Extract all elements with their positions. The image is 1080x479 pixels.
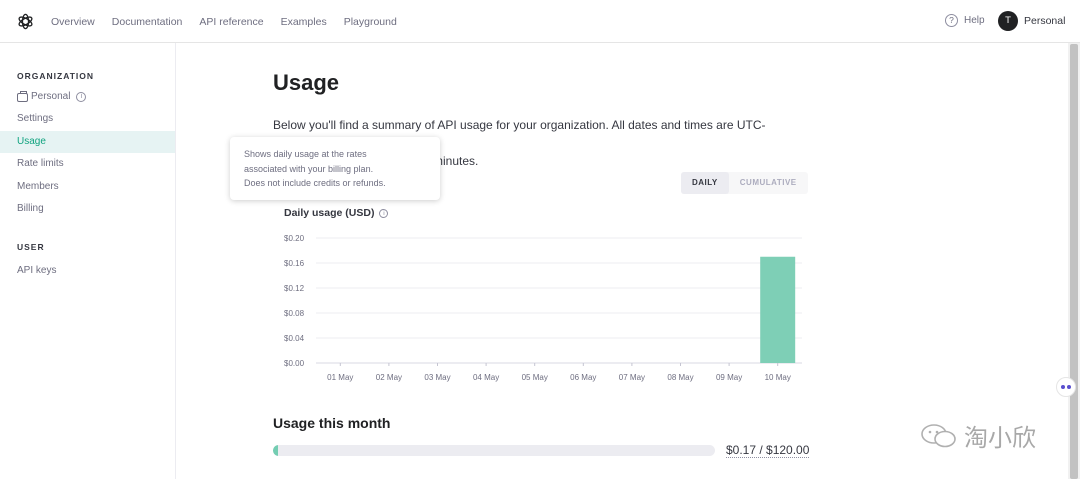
description-line-2: minutes. bbox=[433, 154, 479, 168]
x-tick-label: 04 May bbox=[473, 373, 499, 382]
avatar[interactable]: T bbox=[998, 11, 1018, 31]
wechat-logo-icon bbox=[921, 423, 956, 447]
sidebar-item-usage[interactable]: Usage bbox=[0, 131, 175, 153]
briefcase-icon bbox=[17, 90, 28, 102]
month-usage-progress-fill bbox=[273, 445, 279, 456]
sidebar-item-settings[interactable]: Settings bbox=[17, 113, 54, 124]
nav-examples[interactable]: Examples bbox=[280, 15, 327, 28]
y-tick-label: $0.00 bbox=[284, 359, 305, 368]
y-tick-label: $0.20 bbox=[284, 234, 305, 243]
sidebar-item-rate-limits[interactable]: Rate limits bbox=[17, 158, 64, 169]
x-tick-label: 10 May bbox=[765, 373, 791, 382]
month-usage-progress-bar bbox=[273, 445, 715, 456]
top-nav: Overview Documentation API reference Exa… bbox=[0, 0, 1080, 43]
help-icon: ? bbox=[945, 14, 958, 27]
x-tick-label: 08 May bbox=[667, 373, 693, 382]
y-tick-label: $0.16 bbox=[284, 259, 305, 268]
organization-heading: ORGANIZATION bbox=[17, 71, 95, 81]
help-label: Help bbox=[964, 15, 985, 26]
watermark-text: 淘小欣 bbox=[964, 424, 1036, 452]
page-title: Usage bbox=[273, 70, 340, 95]
usage-view-toggle: DAILY CUMULATIVE bbox=[681, 172, 808, 194]
info-icon[interactable]: i bbox=[76, 92, 87, 102]
nav-documentation[interactable]: Documentation bbox=[111, 15, 183, 28]
sidebar-item-billing[interactable]: Billing bbox=[17, 203, 44, 214]
month-usage-amount[interactable]: $0.17 / $120.00 bbox=[726, 443, 810, 458]
account-menu[interactable]: Personal bbox=[1024, 15, 1066, 27]
tooltip-line: Shows daily usage at the rates bbox=[244, 149, 367, 159]
chart-title-text: Daily usage (USD) bbox=[284, 207, 375, 219]
tooltip-line: associated with your billing plan. bbox=[244, 163, 374, 174]
x-tick-label: 05 May bbox=[522, 373, 548, 382]
x-tick-label: 09 May bbox=[716, 373, 742, 382]
sidebar-item-members[interactable]: Members bbox=[17, 181, 59, 192]
x-tick-label: 02 May bbox=[376, 373, 402, 382]
x-tick-label: 03 May bbox=[424, 373, 450, 382]
info-icon[interactable]: i bbox=[379, 208, 389, 218]
help-link[interactable]: ? Help bbox=[945, 14, 985, 27]
assistant-float-button[interactable] bbox=[1056, 377, 1076, 397]
y-tick-label: $0.08 bbox=[284, 309, 305, 318]
y-tick-label: $0.04 bbox=[284, 334, 305, 343]
x-tick-label: 06 May bbox=[570, 373, 596, 382]
cumulative-toggle-button[interactable]: CUMULATIVE bbox=[739, 178, 797, 187]
x-tick-label: 07 May bbox=[619, 373, 645, 382]
x-tick-label: 01 May bbox=[327, 373, 353, 382]
nav-api-reference[interactable]: API reference bbox=[199, 15, 264, 28]
scrollbar-thumb[interactable] bbox=[1070, 44, 1078, 479]
sidebar: ORGANIZATION Personal i Settings Usage R… bbox=[0, 43, 176, 479]
openai-logo-icon[interactable] bbox=[16, 12, 35, 31]
watermark: 淘小欣 bbox=[920, 418, 1036, 453]
nav-playground[interactable]: Playground bbox=[343, 15, 397, 28]
y-tick-label: $0.12 bbox=[284, 284, 305, 293]
org-selector[interactable]: Personal i bbox=[0, 86, 175, 108]
org-name: Personal bbox=[31, 91, 71, 102]
daily-usage-chart: $0.00 $0.04 $0.08 $0.12 $0.16 $0.20 01 May 02 M… bbox=[284, 234, 802, 382]
month-usage-title: Usage this month bbox=[273, 415, 391, 431]
daily-toggle-button[interactable]: DAILY bbox=[681, 172, 729, 194]
user-heading: USER bbox=[17, 242, 45, 252]
chart-info-tooltip: Shows daily usage at the rates associate… bbox=[230, 137, 440, 200]
chart-title: Daily usage (USD) i bbox=[284, 207, 389, 219]
bar bbox=[760, 256, 796, 363]
nav-overview[interactable]: Overview bbox=[51, 15, 95, 28]
sidebar-item-api-keys[interactable]: API keys bbox=[17, 265, 57, 276]
tooltip-line: Does not include credits or refunds. bbox=[244, 178, 386, 188]
